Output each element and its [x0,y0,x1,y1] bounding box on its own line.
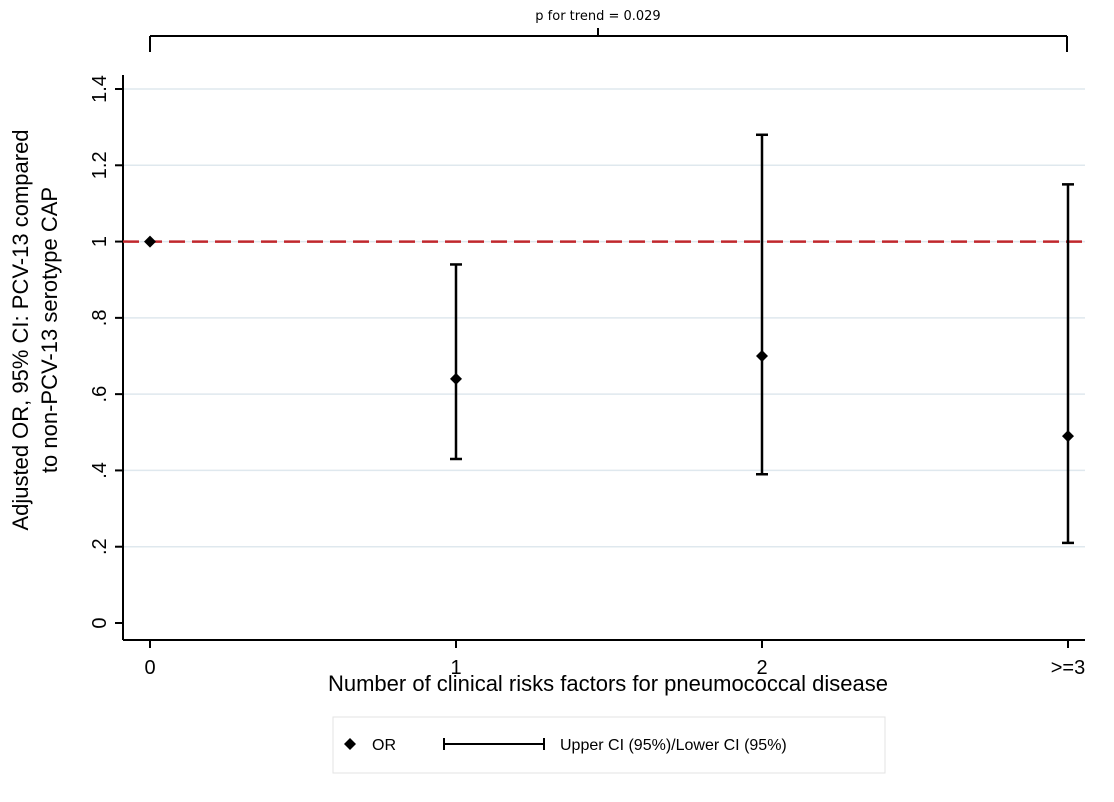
y-axis-title-line1: Adjusted OR, 95% CI: PCV-13 compared [8,129,33,530]
y-tick-label: .6 [89,386,111,403]
ci-error-bars [450,133,1074,545]
grid-lines [123,88,1085,548]
legend: OR Upper CI (95%)/Lower CI (95%) [332,716,886,774]
legend-or-label: OR [372,737,396,754]
x-tick-label: 2 [756,657,767,679]
y-tick-label: 1.2 [89,151,111,179]
legend-or-diamond [344,738,356,750]
y-axis-title-line2: to non-PCV-13 serotype CAP [37,187,62,473]
y-tick-label: .4 [89,462,111,479]
y-tick-label: 1.4 [89,75,111,103]
trend-annotation-text: p for trend = 0.029 [535,9,660,24]
or-marker [1062,430,1074,443]
legend-ci-label: Upper CI (95%)/Lower CI (95%) [560,737,787,754]
x-axis-title: Number of clinical risks factors for pne… [328,671,888,696]
y-tick-label: 0 [89,617,111,628]
y-tick-label: .2 [89,538,111,555]
y-tick-label: .8 [89,310,111,327]
y-axis: 0 .2 .4 .6 .8 1 1.2 1.4 [89,75,124,640]
x-tick-label: 0 [144,657,155,679]
legend-box [332,716,886,774]
x-tick-label: >=3 [1051,657,1085,679]
or-marker [450,372,462,385]
or-marker [144,235,156,248]
x-axis: 0 1 2 >=3 [123,639,1085,679]
or-markers [144,235,1074,443]
y-tick-label: 1 [89,236,111,247]
or-marker [756,350,768,362]
x-tick-label: 1 [450,657,461,679]
trend-annotation: p for trend = 0.029 [149,9,1068,52]
